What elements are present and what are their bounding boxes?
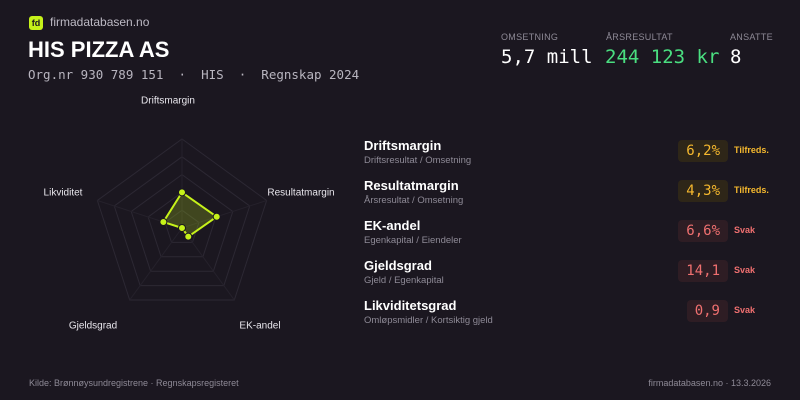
stat-label-revenue: OMSETNING (501, 32, 559, 42)
metric-status: Tilfreds. (734, 185, 769, 195)
radar-point-driftsmargin (178, 188, 186, 197)
radar-ring (96, 138, 268, 301)
stat-value-revenue: 5,7 mill (501, 46, 593, 68)
site-date: firmadatabasen.no · 13.3.2026 (648, 378, 771, 388)
metric-status: Svak (734, 225, 756, 235)
radar-series (161, 190, 219, 239)
metric-formula: Gjeld / Egenkapital (364, 275, 444, 286)
metric-value-badge: 0,9 (686, 300, 728, 322)
radar-spoke (129, 227, 183, 301)
radar-spoke (181, 200, 267, 229)
metric-row: Driftsmargin Driftsresultat / Omsetning … (364, 133, 784, 173)
radar-spoke (181, 227, 235, 301)
metric-value-badge: 4,3% (678, 180, 728, 202)
metric-row: Likviditetsgrad Omløpsmidler / Kortsikti… (364, 293, 784, 333)
stat-label-employees: ANSATTE (730, 32, 773, 42)
radar-point-ek-andel (184, 232, 193, 241)
radar-point-gjeldsgrad (178, 224, 186, 232)
metric-status: Tilfreds. (734, 145, 769, 155)
radar-ring (164, 209, 200, 243)
metric-status: Svak (734, 265, 756, 275)
radar-label-resultatmargin: Resultatmargin (267, 187, 335, 199)
metric-row: Gjeldsgrad Gjeld / Egenkapital 14,1 Svak (364, 253, 784, 293)
radar-chart (96, 138, 268, 301)
metric-name: Driftsmargin (364, 138, 442, 153)
metric-value-badge: 6,6% (678, 220, 728, 242)
metric-name: Resultatmargin (364, 178, 459, 193)
source-note: Kilde: Brønnøysundregistrene · Regnskaps… (29, 378, 239, 388)
metric-status: Svak (734, 305, 756, 315)
metric-row: EK-andel Egenkapital / Eiendeler 6,6% Sv… (364, 213, 784, 253)
stat-label-result: ÅRSRESULTAT (606, 32, 673, 42)
radar-label-gjeldsgrad: Gjeldsgrad (68, 320, 118, 332)
stat-value-employees: 8 (730, 46, 742, 68)
metric-name: Likviditetsgrad (364, 298, 457, 313)
logo-icon: fd (29, 16, 43, 30)
stat-value-result: 244 123 kr (605, 46, 720, 68)
radar-ring (113, 156, 251, 287)
metric-row: Resultatmargin Årsresultat / Omsetning 4… (364, 173, 784, 213)
radar-label-ek-andel: EK-andel (239, 320, 281, 332)
metric-formula: Årsresultat / Omsetning (364, 195, 464, 206)
metric-value-badge: 14,1 (678, 260, 728, 282)
radar-point-resultatmargin (212, 212, 221, 221)
radar-label-driftsmargin: Driftsmargin (141, 95, 195, 107)
metric-formula: Driftsresultat / Omsetning (364, 155, 472, 166)
radar-ring (130, 173, 234, 272)
radar-point-likviditet (159, 217, 168, 226)
metric-name: EK-andel (364, 218, 421, 233)
metric-name: Gjeldsgrad (364, 258, 432, 273)
org-info: Org.nr 930 789 151 · HIS · Regnskap 2024 (28, 67, 360, 82)
company-title: HIS PIZZA AS (28, 37, 170, 62)
metric-value-badge: 6,2% (678, 140, 728, 162)
metric-formula: Omløpsmidler / Kortsiktig gjeld (364, 315, 493, 326)
brand-name[interactable]: firmadatabasen.no (50, 15, 150, 29)
radar-label-likviditet: Likviditet (43, 187, 83, 199)
metric-formula: Egenkapital / Eiendeler (364, 235, 462, 246)
